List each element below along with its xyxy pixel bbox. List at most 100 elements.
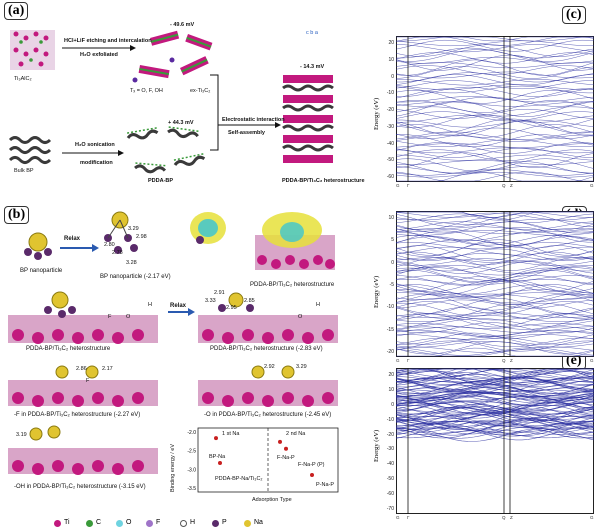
band-structure-e-band-8 bbox=[396, 368, 594, 384]
d2: 2.98 bbox=[136, 234, 147, 240]
band-structure-d-band-74 bbox=[396, 340, 594, 352]
band-structure-d-band-38 bbox=[396, 275, 594, 286]
panel_d-ytick-1: 5 bbox=[391, 237, 394, 244]
band-structure-d-band-57 bbox=[396, 312, 594, 318]
band-structure-c-band-41 bbox=[396, 131, 594, 140]
band-structure-d-band-48 bbox=[396, 292, 594, 305]
band-structure-d-band-29 bbox=[396, 257, 594, 271]
chart-point-label-p-na-p: P-Na-P bbox=[316, 482, 335, 488]
legend-o-dot bbox=[116, 520, 123, 527]
band-structure-d bbox=[396, 211, 594, 357]
legend-h: H bbox=[190, 519, 196, 526]
self-assembly-label: Self-assembly bbox=[228, 130, 265, 136]
legend-p-dot bbox=[212, 520, 219, 527]
band-structure-c-band-56 bbox=[396, 169, 594, 176]
panel_d-xtick-3: Z bbox=[510, 358, 513, 363]
atom-h: H bbox=[148, 302, 152, 308]
band-structure-d-band-19 bbox=[396, 242, 594, 250]
ti3alc2-label: Ti₃AlC₂ bbox=[14, 76, 32, 82]
band-structure-c-band-55 bbox=[396, 166, 594, 174]
band-structure-e-band-69 bbox=[396, 412, 594, 428]
band-structure-c-band-34 bbox=[396, 114, 594, 123]
panel_e-xtick-4: G bbox=[590, 515, 594, 520]
band-structure-d-band-78 bbox=[396, 349, 594, 357]
band-structure-c-band-52 bbox=[396, 160, 594, 165]
bulk-bp-label: Bulk BP bbox=[14, 168, 34, 174]
band-structure-d-band-49 bbox=[396, 297, 594, 304]
chart-section-1: 1 st Na bbox=[222, 431, 240, 437]
band-structure-c-band-50 bbox=[396, 154, 594, 161]
ti3alc2-crystal bbox=[10, 30, 55, 70]
band-structure-d-band-20 bbox=[396, 239, 594, 256]
panel-b-illustration bbox=[8, 211, 338, 475]
band-structure-d-band-10 bbox=[396, 226, 594, 233]
chart-point-3 bbox=[284, 446, 288, 451]
panel_c-xtick-2: Q bbox=[502, 183, 506, 188]
bp-nanoparticle-relaxed bbox=[104, 211, 138, 254]
band-structure-e-band-38 bbox=[396, 392, 594, 404]
panel_c-xtick-3: Z bbox=[510, 183, 513, 188]
band-structure-c-band-59 bbox=[396, 172, 594, 182]
panel_d-xtick-0: G bbox=[396, 358, 400, 363]
panel-c-label: (c) bbox=[562, 6, 586, 24]
band-structure-c-band-20 bbox=[396, 80, 594, 90]
band-structure-e-band-53 bbox=[396, 401, 594, 416]
band-structure-c-band-18 bbox=[396, 74, 594, 86]
d7: 3.33 bbox=[205, 298, 216, 304]
band-structure-c-band-29 bbox=[396, 100, 594, 113]
legend-c: C bbox=[96, 519, 102, 526]
panel-d-ylabel: Energy (eV) bbox=[373, 275, 380, 308]
band-structure-e-band-72 bbox=[396, 418, 594, 427]
panel_d-xtick-1: Γ bbox=[407, 358, 410, 363]
band-structure-c-band-2 bbox=[396, 36, 594, 46]
legend-f: F bbox=[156, 519, 161, 526]
bulk-bp bbox=[8, 136, 52, 164]
band-structure-d-band-24 bbox=[396, 248, 594, 261]
band-structure-d-band-14 bbox=[396, 231, 594, 242]
binding-energy-chart: -2.0 -2.5 -3.0 -3.5 bbox=[187, 427, 339, 493]
hetero-o bbox=[198, 365, 338, 407]
etching-label: HCl+LiF etching and intercalation bbox=[64, 38, 152, 44]
band-structure-e-band-23 bbox=[396, 381, 594, 393]
band-structure-d-band-3 bbox=[396, 212, 594, 221]
band-structure-c-band-6 bbox=[396, 44, 594, 57]
electrostatic-label: Electrostatic interaction bbox=[222, 117, 285, 123]
band-structure-d-band-44 bbox=[396, 284, 594, 299]
band-structure-d-band-79 bbox=[396, 347, 594, 357]
panel_e-ytick-4: -20 bbox=[386, 431, 394, 438]
band-structure-c-band-3 bbox=[396, 40, 594, 47]
sonication-label: H₂O sonication bbox=[75, 142, 115, 148]
band-structure-c-band-15 bbox=[396, 66, 594, 79]
band-structure-c-band-51 bbox=[396, 152, 594, 168]
band-structure-c-band-19 bbox=[396, 79, 594, 86]
chart-ylabel: Binding energy / eV bbox=[170, 443, 176, 492]
panel_e-ytick-5: -30 bbox=[386, 446, 394, 453]
panel_e-ytick-8: -60 bbox=[386, 491, 394, 498]
hetero-f bbox=[8, 365, 158, 407]
band-structure-e-band-9 bbox=[396, 368, 594, 385]
band-structure-d-band-13 bbox=[396, 227, 594, 243]
panel_e-xtick-3: Z bbox=[510, 515, 513, 520]
panel-c-ylabel: Energy (eV) bbox=[373, 97, 380, 130]
panel_c-ytick-7: -50 bbox=[386, 157, 394, 164]
pdda-bp-sheets bbox=[126, 126, 206, 174]
chart-ytick-3: -3.5 bbox=[187, 486, 196, 492]
hetero-mid-left bbox=[8, 291, 158, 344]
band-structure-d-band-11 bbox=[396, 228, 594, 234]
chart-point-label-pdda: PDDA-BP-Na/Ti₃C₂ bbox=[215, 476, 263, 482]
band-structure-d-band-2 bbox=[396, 211, 594, 218]
f-in-label: -F in PDDA-BP/Ti₃C₂ heterostructure (-2.… bbox=[14, 412, 141, 418]
exfoliated-label: H₂O exfoliated bbox=[80, 52, 118, 58]
legend-ti-dot bbox=[54, 520, 61, 527]
panel_d-ytick-5: -15 bbox=[386, 326, 394, 333]
bp-nanoparticle bbox=[24, 232, 52, 260]
ex-ti3c2-flakes bbox=[132, 30, 213, 83]
chart-point-label-f-na-p: F-Na-P bbox=[277, 455, 295, 461]
d9: 2.95 bbox=[226, 305, 237, 311]
pdda-bp-label: PDDA-BP bbox=[148, 178, 174, 184]
terminations-label: Tₓ = O, F, OH bbox=[130, 88, 163, 94]
d3: 2.80 bbox=[104, 242, 115, 248]
band-structure-e-band-57 bbox=[396, 404, 594, 419]
chart-point-1 bbox=[218, 461, 222, 466]
panel_e-ytick-2: 0 bbox=[391, 401, 394, 408]
